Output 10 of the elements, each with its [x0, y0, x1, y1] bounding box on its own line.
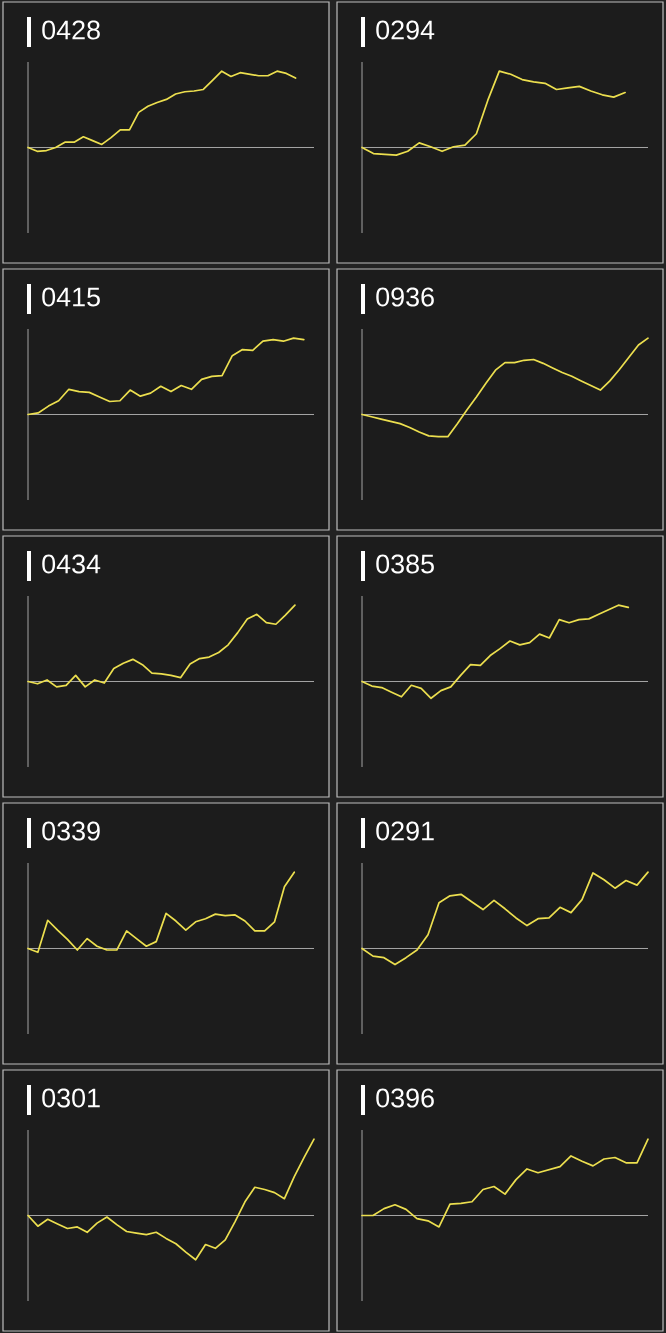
chart-title: 0294 — [376, 20, 435, 40]
chart-title: 0396 — [376, 1088, 434, 1108]
chart-title: 0936 — [376, 287, 434, 307]
chart-title: 0339 — [42, 821, 100, 841]
chart-title: 0301 — [42, 1088, 100, 1108]
chart-title: 0428 — [42, 20, 100, 40]
chart-title: 0415 — [42, 287, 100, 307]
chart-title: 0434 — [42, 554, 101, 574]
chart-title: 0385 — [376, 554, 434, 574]
chart-title: 0291 — [376, 821, 434, 841]
